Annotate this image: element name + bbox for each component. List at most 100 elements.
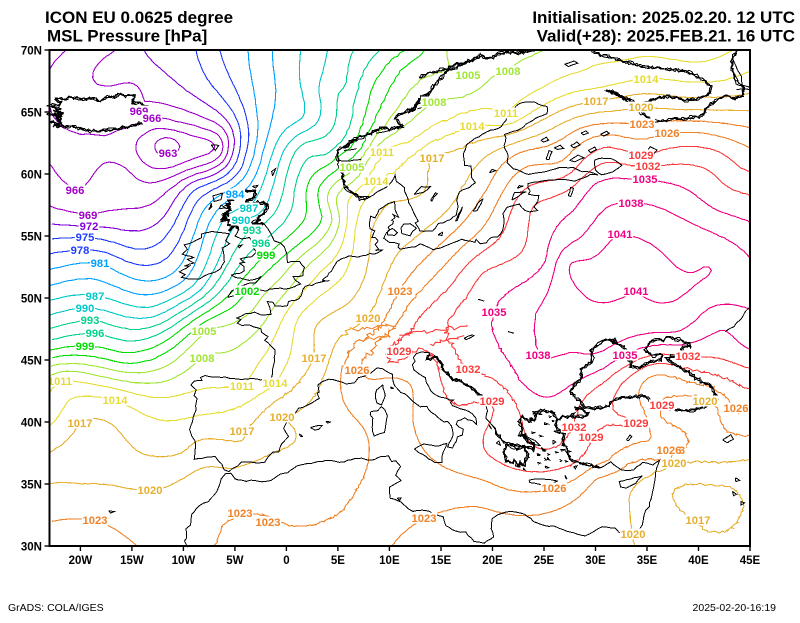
svg-text:1011: 1011 bbox=[230, 381, 254, 393]
svg-text:MSL Pressure [hPa]: MSL Pressure [hPa] bbox=[47, 27, 207, 46]
svg-text:55N: 55N bbox=[21, 232, 42, 244]
svg-text:1005: 1005 bbox=[456, 70, 481, 82]
svg-text:40N: 40N bbox=[21, 418, 42, 430]
svg-text:1014: 1014 bbox=[364, 176, 390, 188]
svg-text:1017: 1017 bbox=[302, 353, 327, 365]
svg-text:10E: 10E bbox=[379, 555, 400, 567]
svg-text:1017: 1017 bbox=[686, 515, 711, 527]
svg-text:1035: 1035 bbox=[633, 174, 658, 186]
svg-text:2025-02-20-16:19: 2025-02-20-16:19 bbox=[693, 602, 777, 614]
svg-text:50N: 50N bbox=[21, 294, 42, 306]
svg-text:1032: 1032 bbox=[456, 364, 481, 376]
svg-text:5W: 5W bbox=[226, 555, 243, 567]
svg-text:1029: 1029 bbox=[629, 150, 654, 162]
svg-text:1008: 1008 bbox=[422, 97, 447, 109]
svg-text:1038: 1038 bbox=[526, 350, 551, 362]
svg-text:1032: 1032 bbox=[562, 422, 587, 434]
svg-text:1023: 1023 bbox=[630, 119, 655, 131]
svg-text:0: 0 bbox=[283, 555, 289, 567]
svg-text:1032: 1032 bbox=[636, 161, 661, 173]
svg-text:35N: 35N bbox=[21, 480, 42, 492]
svg-text:981: 981 bbox=[91, 258, 110, 270]
svg-text:45E: 45E bbox=[740, 555, 761, 567]
svg-text:30N: 30N bbox=[21, 542, 42, 554]
svg-text:1017: 1017 bbox=[230, 426, 255, 438]
svg-text:40E: 40E bbox=[688, 555, 709, 567]
svg-text:1038: 1038 bbox=[619, 198, 644, 210]
svg-text:969: 969 bbox=[79, 210, 98, 222]
svg-text:1008: 1008 bbox=[190, 353, 215, 365]
svg-text:1035: 1035 bbox=[482, 307, 507, 319]
svg-text:1023: 1023 bbox=[388, 286, 413, 298]
svg-text:1014: 1014 bbox=[634, 74, 660, 86]
svg-text:1020: 1020 bbox=[621, 529, 646, 541]
svg-text:966: 966 bbox=[143, 113, 162, 125]
svg-text:1026: 1026 bbox=[657, 445, 682, 457]
svg-text:972: 972 bbox=[80, 221, 99, 233]
svg-text:984: 984 bbox=[226, 189, 245, 201]
svg-text:15W: 15W bbox=[120, 555, 144, 567]
svg-text:5E: 5E bbox=[331, 555, 345, 567]
svg-text:996: 996 bbox=[252, 238, 271, 250]
svg-text:1029: 1029 bbox=[387, 346, 412, 358]
svg-text:1029: 1029 bbox=[579, 432, 604, 444]
svg-text:1035: 1035 bbox=[613, 350, 638, 362]
svg-text:45N: 45N bbox=[21, 356, 42, 368]
svg-text:1020: 1020 bbox=[356, 313, 381, 325]
svg-text:15E: 15E bbox=[431, 555, 452, 567]
svg-text:20E: 20E bbox=[482, 555, 503, 567]
svg-text:Initialisation: 2025.02.20. 12: Initialisation: 2025.02.20. 12 UTC bbox=[532, 8, 795, 27]
svg-text:1041: 1041 bbox=[608, 229, 633, 241]
svg-text:1023: 1023 bbox=[228, 508, 253, 520]
svg-text:1017: 1017 bbox=[68, 418, 93, 430]
svg-text:1029: 1029 bbox=[624, 418, 649, 430]
svg-text:978: 978 bbox=[71, 245, 90, 257]
svg-text:1020: 1020 bbox=[629, 102, 654, 114]
svg-text:990: 990 bbox=[76, 303, 95, 315]
svg-text:987: 987 bbox=[240, 203, 259, 215]
svg-text:987: 987 bbox=[86, 291, 105, 303]
svg-text:1017: 1017 bbox=[420, 153, 445, 165]
svg-text:996: 996 bbox=[86, 328, 105, 340]
svg-text:1020: 1020 bbox=[662, 458, 687, 470]
svg-text:1026: 1026 bbox=[655, 128, 680, 140]
svg-text:25E: 25E bbox=[534, 555, 555, 567]
svg-text:993: 993 bbox=[81, 315, 100, 327]
svg-text:GrADS: COLA/IGES: GrADS: COLA/IGES bbox=[8, 602, 104, 614]
svg-text:1026: 1026 bbox=[345, 365, 370, 377]
svg-text:1014: 1014 bbox=[460, 121, 486, 133]
svg-text:1029: 1029 bbox=[480, 396, 505, 408]
svg-text:30E: 30E bbox=[585, 555, 606, 567]
svg-text:1023: 1023 bbox=[256, 517, 281, 529]
svg-text:60N: 60N bbox=[21, 170, 42, 182]
svg-text:1023: 1023 bbox=[83, 515, 108, 527]
svg-text:993: 993 bbox=[243, 225, 262, 237]
svg-text:1005: 1005 bbox=[340, 162, 365, 174]
svg-text:966: 966 bbox=[66, 185, 85, 197]
svg-text:1020: 1020 bbox=[138, 485, 163, 497]
svg-text:963: 963 bbox=[159, 148, 178, 160]
svg-text:1026: 1026 bbox=[724, 403, 749, 415]
svg-text:20W: 20W bbox=[69, 555, 93, 567]
svg-text:1032: 1032 bbox=[676, 351, 701, 363]
svg-text:Valid(+28): 2025.FEB.21. 16 UT: Valid(+28): 2025.FEB.21. 16 UTC bbox=[537, 27, 795, 46]
svg-text:990: 990 bbox=[232, 215, 251, 227]
svg-text:3: 3 bbox=[679, 445, 685, 457]
svg-text:1011: 1011 bbox=[370, 147, 394, 159]
svg-text:ICON EU 0.0625 degree: ICON EU 0.0625 degree bbox=[45, 8, 233, 27]
svg-text:975: 975 bbox=[76, 232, 95, 244]
svg-text:999: 999 bbox=[257, 250, 276, 262]
svg-text:1020: 1020 bbox=[693, 396, 718, 408]
svg-text:1002: 1002 bbox=[235, 286, 260, 298]
svg-text:1011: 1011 bbox=[494, 108, 518, 120]
svg-text:10W: 10W bbox=[172, 555, 196, 567]
svg-text:1026: 1026 bbox=[542, 483, 567, 495]
svg-text:1008: 1008 bbox=[496, 66, 521, 78]
svg-text:999: 999 bbox=[76, 341, 95, 353]
svg-text:1023: 1023 bbox=[412, 513, 437, 525]
svg-text:65N: 65N bbox=[21, 108, 42, 120]
svg-text:1014: 1014 bbox=[263, 378, 289, 390]
svg-text:1029: 1029 bbox=[650, 400, 675, 412]
svg-text:1017: 1017 bbox=[584, 96, 609, 108]
svg-text:35E: 35E bbox=[637, 555, 658, 567]
